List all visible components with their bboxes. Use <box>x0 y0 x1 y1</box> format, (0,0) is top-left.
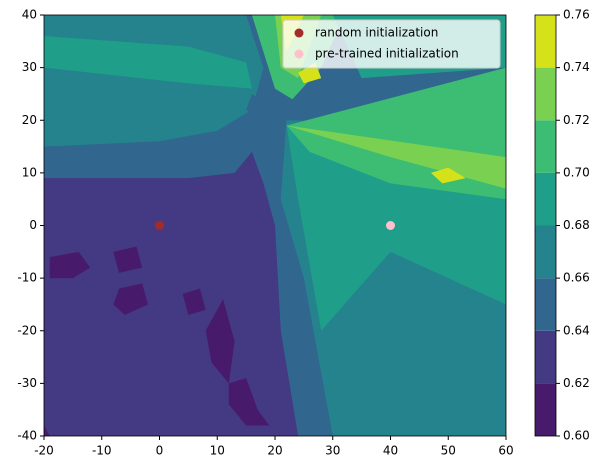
colorbar-band <box>535 172 556 226</box>
legend-marker <box>294 49 304 59</box>
x-tick-label: -20 <box>34 444 54 458</box>
y-tick-label: -40 <box>17 429 37 443</box>
x-tick-label: 0 <box>156 444 164 458</box>
y-tick-label: -20 <box>17 323 37 337</box>
colorbar-tick-label: 0.74 <box>563 60 590 74</box>
y-tick-label: 0 <box>29 218 37 232</box>
y-tick-label: -10 <box>17 271 37 285</box>
overlay: -20 -10 0 10 20 30 40 50 60 -40 -30 -20 -10 0 10 20 30 40… <box>17 8 589 458</box>
scatter-point <box>386 221 395 230</box>
colorbar-band <box>535 15 556 68</box>
colorbar-tick-label: 0.76 <box>563 8 590 22</box>
scatter-point <box>155 221 164 230</box>
colorbar-band <box>535 383 556 436</box>
contour-region <box>113 246 143 273</box>
y-tick-label: -30 <box>17 376 37 390</box>
y-tick-label: 40 <box>22 8 37 22</box>
x-tick-label: 30 <box>325 444 340 458</box>
x-tick-label: 10 <box>210 444 225 458</box>
y-tick-label: 10 <box>22 165 37 179</box>
legend-marker <box>294 28 304 38</box>
colorbar-tick-label: 0.64 <box>563 323 590 337</box>
contour-region <box>182 288 206 315</box>
colorbar-band <box>535 278 556 331</box>
x-tick-label: 40 <box>383 444 398 458</box>
legend-box <box>282 19 501 69</box>
colorbar-tick-label: 0.68 <box>563 218 590 232</box>
legend-label: random initialization <box>315 26 438 40</box>
colorbar-tick-label: 0.62 <box>563 376 590 390</box>
x-tick-label: 60 <box>498 444 513 458</box>
colorbar-tick-label: 0.70 <box>563 165 590 179</box>
contour-region <box>228 378 270 426</box>
y-tick-label: 30 <box>22 60 37 74</box>
colorbar-band <box>535 330 556 384</box>
x-tick-label: -10 <box>92 444 112 458</box>
colorbar-band <box>535 120 556 173</box>
contour-region <box>44 151 299 436</box>
contour-region <box>113 283 148 315</box>
colorbar-tick-label: 0.72 <box>563 113 590 127</box>
contour-region <box>430 167 466 184</box>
contour-region <box>44 425 50 436</box>
colorbar-tick-label: 0.66 <box>563 271 590 285</box>
colorbar-tick-label: 0.60 <box>563 429 590 443</box>
contour-region <box>44 36 252 89</box>
contour-region <box>49 251 91 279</box>
colorbar-band <box>535 225 556 279</box>
legend-label: pre-trained initialization <box>315 47 459 61</box>
colorbar-band <box>535 67 556 121</box>
contour-region <box>205 299 235 384</box>
y-tick-label: 20 <box>22 113 37 127</box>
x-tick-label: 50 <box>441 444 456 458</box>
x-tick-label: 20 <box>267 444 282 458</box>
contour-region <box>246 93 270 121</box>
contour-area <box>44 15 506 436</box>
